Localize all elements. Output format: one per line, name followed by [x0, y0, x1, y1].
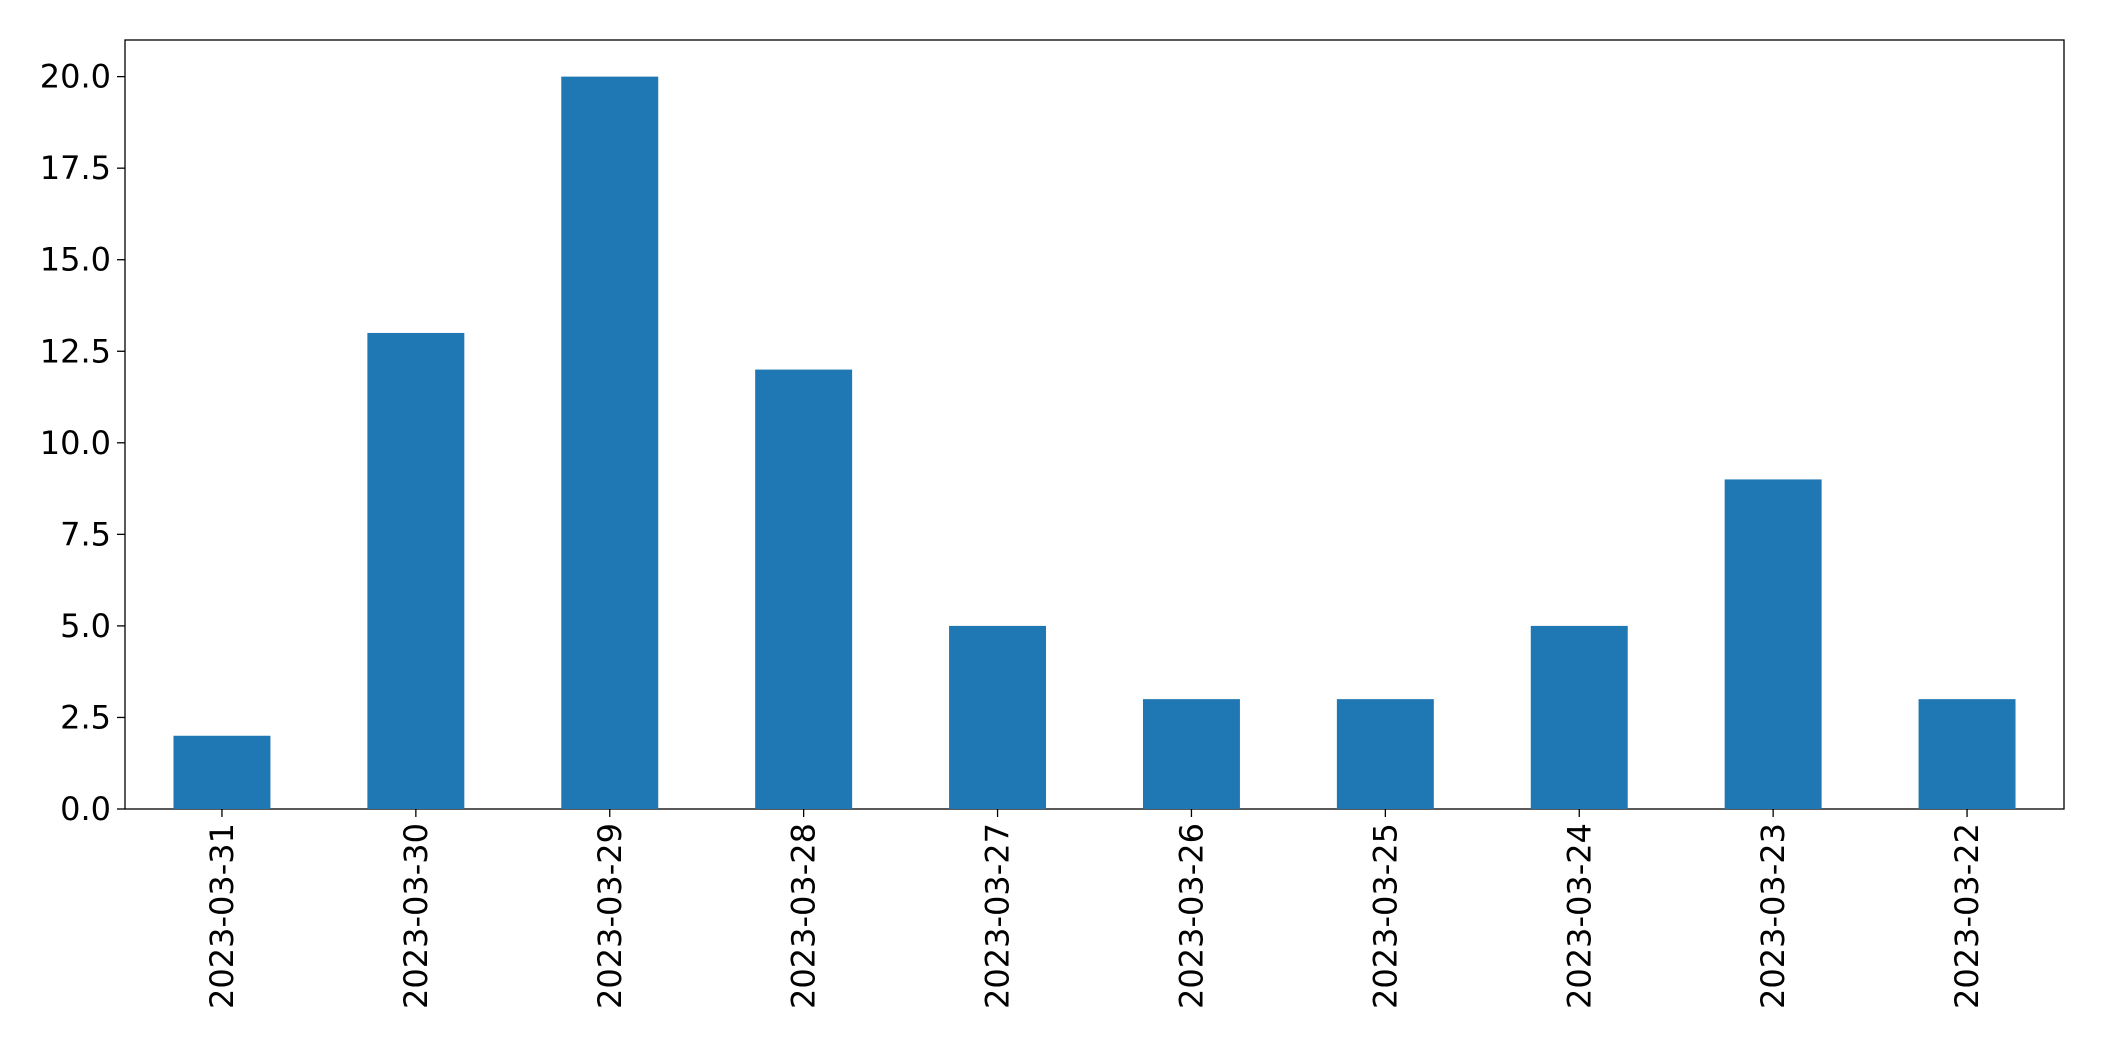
x-tick-label: 2023-03-30	[397, 823, 435, 1009]
bar	[1918, 699, 2016, 809]
x-tick-label: 2023-03-22	[1948, 823, 1986, 1009]
bar	[755, 369, 853, 809]
y-tick-label: 5.0	[60, 607, 111, 645]
bar	[367, 332, 465, 809]
bar	[1724, 479, 1822, 809]
y-tick-label: 17.5	[40, 149, 111, 187]
x-tick-label: 2023-03-29	[591, 823, 629, 1009]
bar	[561, 76, 659, 810]
y-tick-label: 15.0	[40, 241, 111, 279]
x-tick-label: 2023-03-24	[1560, 823, 1598, 1009]
y-tick-label: 10.0	[40, 424, 111, 462]
x-tick-label: 2023-03-26	[1172, 823, 1210, 1009]
bar	[1142, 699, 1240, 809]
plot-frame	[124, 39, 2065, 810]
bar	[1530, 625, 1628, 809]
bar	[949, 625, 1047, 809]
x-tick-label: 2023-03-31	[203, 823, 241, 1009]
y-tick-label: 20.0	[40, 58, 111, 96]
y-tick-label: 0.0	[60, 790, 111, 828]
bar	[1336, 699, 1434, 809]
x-tick-label: 2023-03-23	[1754, 823, 1792, 1009]
x-tick-label: 2023-03-28	[785, 823, 823, 1009]
y-tick-label: 2.5	[60, 698, 111, 736]
bar	[173, 735, 271, 809]
x-tick-label: 2023-03-25	[1366, 823, 1404, 1009]
x-tick-label: 2023-03-27	[979, 823, 1017, 1009]
y-tick-label: 7.5	[60, 515, 111, 553]
y-tick-label: 12.5	[40, 332, 111, 370]
